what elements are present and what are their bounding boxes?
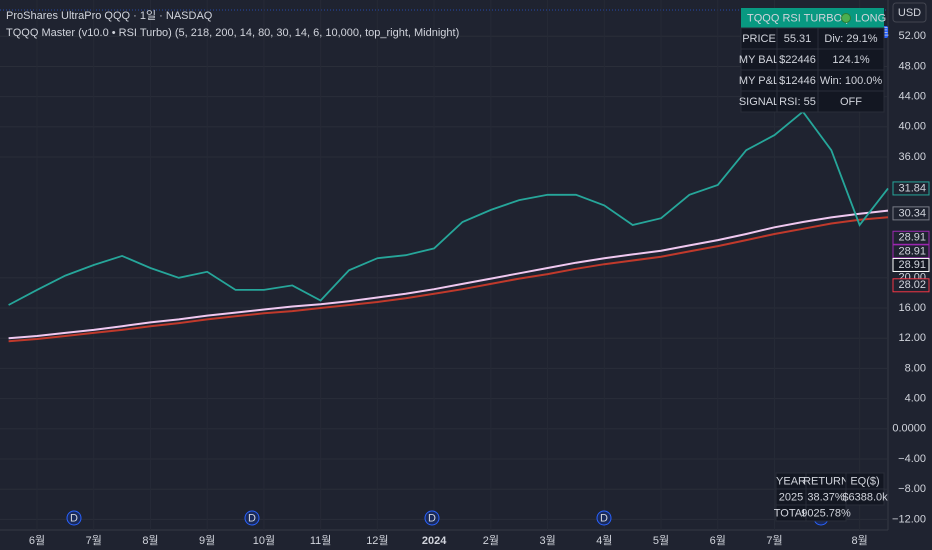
panel-cell-text: 124.1%: [832, 54, 870, 66]
currency-button[interactable]: [892, 2, 927, 23]
panel-cell-text: MY P&L: [739, 75, 779, 87]
y-tick-label: 16.00: [898, 302, 926, 314]
x-tick-label: 8월: [852, 534, 868, 547]
panel-cell-text: PRICE: [742, 33, 776, 45]
status-dot: [841, 13, 851, 23]
series-line: [8, 110, 889, 306]
x-tick-label: 12월: [366, 534, 388, 547]
x-tick-label: 6월: [29, 534, 45, 547]
panel-header: TQQQ RSI TURBO |: [747, 12, 848, 24]
y-tick-label: 36.00: [898, 151, 926, 163]
x-tick-label: 10월: [253, 534, 275, 547]
x-tick-label: 8월: [142, 534, 158, 547]
series-line: [8, 216, 889, 343]
dividend-icon: D: [70, 512, 78, 524]
series-line: [8, 209, 889, 340]
dividend-icon: D: [428, 512, 436, 524]
price-label-box: [892, 206, 930, 221]
y-tick-label: 52.00: [898, 30, 926, 42]
y-tick-label: 12.00: [898, 332, 926, 344]
y-tick-label: −4.00: [898, 453, 926, 465]
price-label-box: [892, 278, 930, 293]
panel-cell-text: Div: 29.1%: [824, 33, 877, 45]
y-tick-label: 44.00: [898, 91, 926, 103]
table-cell-text: RETURN: [803, 475, 849, 487]
y-tick-label: 4.00: [905, 393, 926, 405]
table-cell-text: 2025: [779, 491, 803, 503]
price-label: 31.84: [898, 182, 926, 194]
dividend-marker: [66, 510, 82, 526]
price-label-box: [892, 257, 930, 272]
chart-subtitle: TQQQ Master (v10.0 • RSI Turbo) (5, 218,…: [6, 27, 459, 39]
panel-cell-text: MY BAL: [739, 54, 779, 66]
price-label: 28.91: [898, 232, 926, 244]
table-cell-text: 38.37%: [807, 491, 845, 503]
x-tick-label: 2024: [422, 535, 447, 547]
x-tick-label: 3월: [539, 534, 555, 547]
dividend-marker: [424, 510, 440, 526]
price-label: 28.02: [898, 279, 926, 291]
table-cell: [845, 488, 885, 506]
y-tick-label: 0.0000: [892, 423, 926, 435]
table-cell-text: YEAR: [776, 475, 806, 487]
price-label-box: [892, 244, 930, 259]
table-cell: [805, 504, 847, 522]
dividend-marker: [596, 510, 612, 526]
chart-title: ProShares UltraPro QQQ · 1일 · NASDAQ: [6, 8, 213, 22]
panel-cell-text: OFF: [840, 96, 862, 108]
table-cell-text: $6388.0k: [842, 491, 888, 503]
x-tick-label: 7월: [86, 534, 102, 547]
y-tick-label: −12.00: [892, 513, 926, 525]
x-tick-label: 6월: [710, 534, 726, 547]
dividend-icon: D: [600, 512, 608, 524]
panel-header-bg: [741, 8, 884, 28]
table-cell-text: TOTAL: [774, 507, 808, 519]
panel-cell-text: Win: 100.0%: [820, 75, 883, 87]
panel-status: LONG: [855, 12, 886, 24]
y-tick-label: 48.00: [898, 60, 926, 72]
x-tick-label: 11월: [310, 534, 332, 547]
price-label: 28.91: [898, 245, 926, 257]
panel-cell-text: RSI: 55: [779, 96, 816, 108]
price-label-box: [892, 181, 930, 196]
panel-cell-text: 55.31: [784, 33, 812, 45]
table-cell-text: EQ($): [850, 475, 879, 487]
panel-cell-text: $22446: [779, 54, 816, 66]
currency-label[interactable]: USD: [898, 7, 921, 19]
x-tick-label: 2월: [483, 534, 499, 547]
dividend-marker: [244, 510, 260, 526]
panel-cell-text: $12446: [779, 75, 816, 87]
price-label: 28.91: [898, 259, 926, 271]
price-label-box: [892, 230, 930, 245]
panel-cell-text: SIGNAL: [739, 96, 779, 108]
y-tick-label: −8.00: [898, 483, 926, 495]
panel-cell: [817, 90, 885, 113]
y-tick-label: 40.00: [898, 121, 926, 133]
x-tick-label: 4월: [596, 534, 612, 547]
table-cell-text: 9025.78%: [801, 507, 851, 519]
y-tick-label: 8.00: [905, 362, 926, 374]
x-tick-label: 9월: [199, 534, 215, 547]
price-label: 30.34: [898, 207, 926, 219]
x-tick-label: 7월: [766, 534, 782, 547]
dividend-icon: D: [248, 512, 256, 524]
x-tick-label: 5월: [653, 534, 669, 547]
